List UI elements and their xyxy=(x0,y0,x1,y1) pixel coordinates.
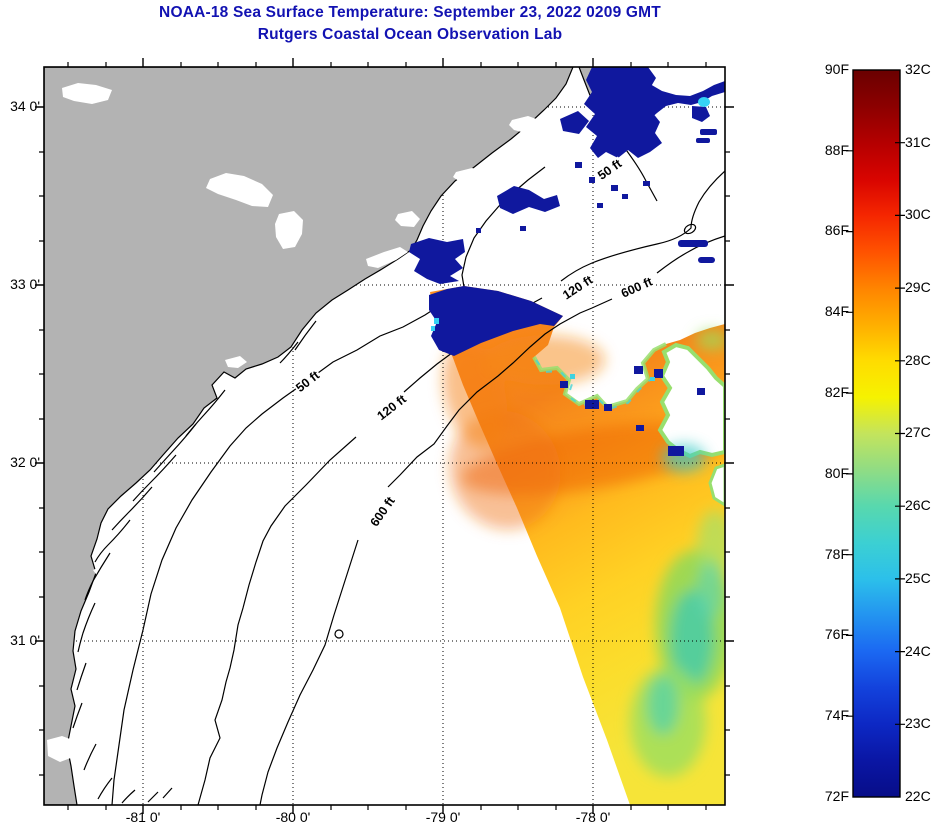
lon-label-80: -80 0' xyxy=(275,809,311,825)
lon-label-79: -79 0' xyxy=(425,809,461,825)
cb-label-90f: 90F xyxy=(824,61,849,77)
cb-label-32c: 32C xyxy=(905,61,931,77)
cb-label-31c: 31C xyxy=(905,134,931,150)
cyan-speck xyxy=(698,97,710,107)
cold-patches xyxy=(409,67,725,356)
map-frame xyxy=(35,58,734,814)
sst-swath xyxy=(430,286,725,805)
cb-label-78f: 78F xyxy=(824,546,849,562)
cb-label-82f: 82F xyxy=(824,384,849,400)
land-cloud-patches xyxy=(47,83,544,762)
lon-label-78: -78 0' xyxy=(575,809,611,825)
cb-label-24c: 24C xyxy=(905,643,931,659)
cold-speckles xyxy=(560,366,705,456)
cb-label-86f: 86F xyxy=(824,222,849,238)
cb-label-26c: 26C xyxy=(905,497,931,513)
page-title: NOAA-18 Sea Surface Temperature: Septemb… xyxy=(159,4,661,21)
cb-label-27c: 27C xyxy=(905,424,931,440)
cb-label-22c: 22C xyxy=(905,788,931,804)
cb-label-80f: 80F xyxy=(824,465,849,481)
cb-label-23c: 23C xyxy=(905,715,931,731)
cb-label-88f: 88F xyxy=(824,142,849,158)
cb-label-76f: 76F xyxy=(824,626,849,642)
cb-label-72f: 72F xyxy=(824,788,849,804)
cb-label-84f: 84F xyxy=(824,303,849,319)
lat-label-32: 32 0' xyxy=(10,454,40,470)
page-subtitle: Rutgers Coastal Ocean Observation Lab xyxy=(257,26,563,43)
lon-label-81: -81 0' xyxy=(125,809,161,825)
lat-label-31: 31 0' xyxy=(10,632,40,648)
colorbar xyxy=(846,69,905,798)
cb-label-30c: 30C xyxy=(905,206,931,222)
cb-label-25c: 25C xyxy=(905,570,931,586)
cb-label-74f: 74F xyxy=(824,707,849,723)
barrier-islands xyxy=(72,320,317,804)
cb-label-29c: 29C xyxy=(905,279,931,295)
lat-label-33: 33 0' xyxy=(10,276,40,292)
lat-label-34: 34 0' xyxy=(10,98,40,114)
cb-label-28c: 28C xyxy=(905,352,931,368)
